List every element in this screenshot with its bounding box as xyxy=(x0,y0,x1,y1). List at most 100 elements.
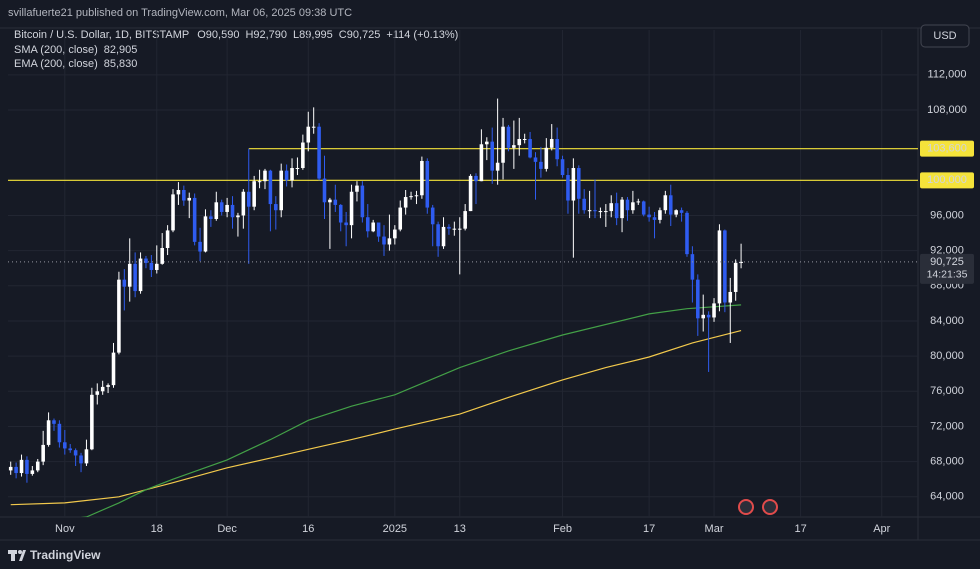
candle-body xyxy=(441,226,446,247)
candle-body xyxy=(598,211,603,213)
level-label: 103,600 xyxy=(927,143,967,155)
candle-body xyxy=(322,178,327,203)
candle-body xyxy=(501,126,505,163)
candle-body xyxy=(182,189,186,201)
candle-body xyxy=(571,168,576,201)
indicator-line xyxy=(80,304,742,517)
candle-body xyxy=(41,444,45,462)
candle-body xyxy=(252,181,256,207)
candle-body xyxy=(263,170,267,182)
candle-body xyxy=(79,455,83,464)
ohlc-value: C90,725 xyxy=(339,29,381,41)
candle-body xyxy=(420,160,424,196)
candle-body xyxy=(663,195,668,211)
candle-body xyxy=(365,217,370,232)
candle-body xyxy=(690,254,695,280)
candle-body xyxy=(241,191,246,216)
countdown: 14:21:35 xyxy=(927,269,968,281)
candle-body xyxy=(317,126,321,179)
y-tick-label: 72,000 xyxy=(930,420,964,432)
candle-body xyxy=(723,230,727,303)
event-icon[interactable] xyxy=(738,499,754,515)
candle-body xyxy=(733,262,738,292)
candle-body xyxy=(582,198,586,211)
candle-body xyxy=(360,185,365,218)
candle-body xyxy=(338,204,343,223)
candle-body xyxy=(701,314,705,319)
y-tick-label: 68,000 xyxy=(930,456,964,468)
candle-body xyxy=(138,258,143,292)
candle-body xyxy=(225,204,229,212)
candle-body xyxy=(149,262,154,270)
candle-body xyxy=(160,248,164,264)
x-tick-label: 17 xyxy=(643,523,655,535)
candle-body xyxy=(728,291,733,303)
candle-body xyxy=(403,197,408,208)
candle-body xyxy=(19,459,24,474)
candle-body xyxy=(512,145,516,148)
candle-body xyxy=(95,391,100,395)
symbol-title: Bitcoin / U.S. Dollar, 1D, BITSTAMP xyxy=(14,29,189,41)
candle-body xyxy=(490,141,495,171)
candle-body xyxy=(209,216,213,219)
candle-body xyxy=(614,203,619,219)
candle-body xyxy=(436,224,440,247)
candle-body xyxy=(647,214,651,218)
candle-body xyxy=(176,189,181,195)
candle-body xyxy=(387,238,392,245)
candle-body xyxy=(57,423,62,443)
currency-button[interactable] xyxy=(920,24,970,48)
candle-body xyxy=(528,139,532,158)
candle-body xyxy=(46,420,51,445)
candle-body xyxy=(495,162,500,171)
candle-body xyxy=(452,228,457,230)
candle-body xyxy=(539,161,543,169)
candle-body xyxy=(306,126,311,143)
x-tick-label: Feb xyxy=(553,523,572,535)
x-tick-label: Apr xyxy=(873,523,890,535)
candle-body xyxy=(457,228,462,230)
candle-body xyxy=(679,210,684,213)
candle-body xyxy=(198,241,202,252)
plot-area xyxy=(8,30,918,517)
candle-body xyxy=(609,203,614,212)
candle-body xyxy=(144,258,148,263)
candle-body xyxy=(566,175,570,201)
x-tick-label: Dec xyxy=(217,523,237,535)
brand: TradingView xyxy=(30,548,101,562)
candle-body xyxy=(398,207,403,230)
candle-body xyxy=(522,139,527,141)
currency[interactable]: USD xyxy=(933,30,956,42)
candle-body xyxy=(127,263,132,287)
candle-body xyxy=(35,461,40,471)
candle-body xyxy=(311,126,316,128)
candle-body xyxy=(328,199,332,203)
candle-body xyxy=(25,459,29,474)
indicator-value: 82,905 xyxy=(104,44,138,56)
grid xyxy=(8,30,918,517)
candle-body xyxy=(474,175,478,182)
candle-body xyxy=(90,394,94,450)
brand-logo xyxy=(8,550,26,561)
candle-body xyxy=(111,352,116,386)
x-tick-label: 16 xyxy=(302,523,314,535)
candle-body xyxy=(122,279,127,287)
candle-body xyxy=(576,168,581,199)
y-tick-label: 96,000 xyxy=(930,209,964,221)
candle-body xyxy=(393,229,397,239)
candle-body xyxy=(290,168,294,181)
y-tick-label: 76,000 xyxy=(930,385,964,397)
y-tick-label: 92,000 xyxy=(930,245,964,257)
candle-body xyxy=(485,141,489,145)
candle-body xyxy=(371,222,375,232)
legend: Bitcoin / U.S. Dollar, 1D, BITSTAMP O90,5… xyxy=(14,29,458,70)
candle-body xyxy=(625,199,630,211)
event-icon[interactable] xyxy=(762,499,778,515)
candle-body xyxy=(8,466,13,471)
publisher: svillafuerte21 published on TradingView.… xyxy=(8,7,352,19)
y-tick-label: 108,000 xyxy=(927,104,967,116)
candle-body xyxy=(668,195,673,215)
ohlc-value: H92,790 xyxy=(245,29,287,41)
candle-body xyxy=(685,212,689,255)
level-label-box xyxy=(920,172,974,189)
